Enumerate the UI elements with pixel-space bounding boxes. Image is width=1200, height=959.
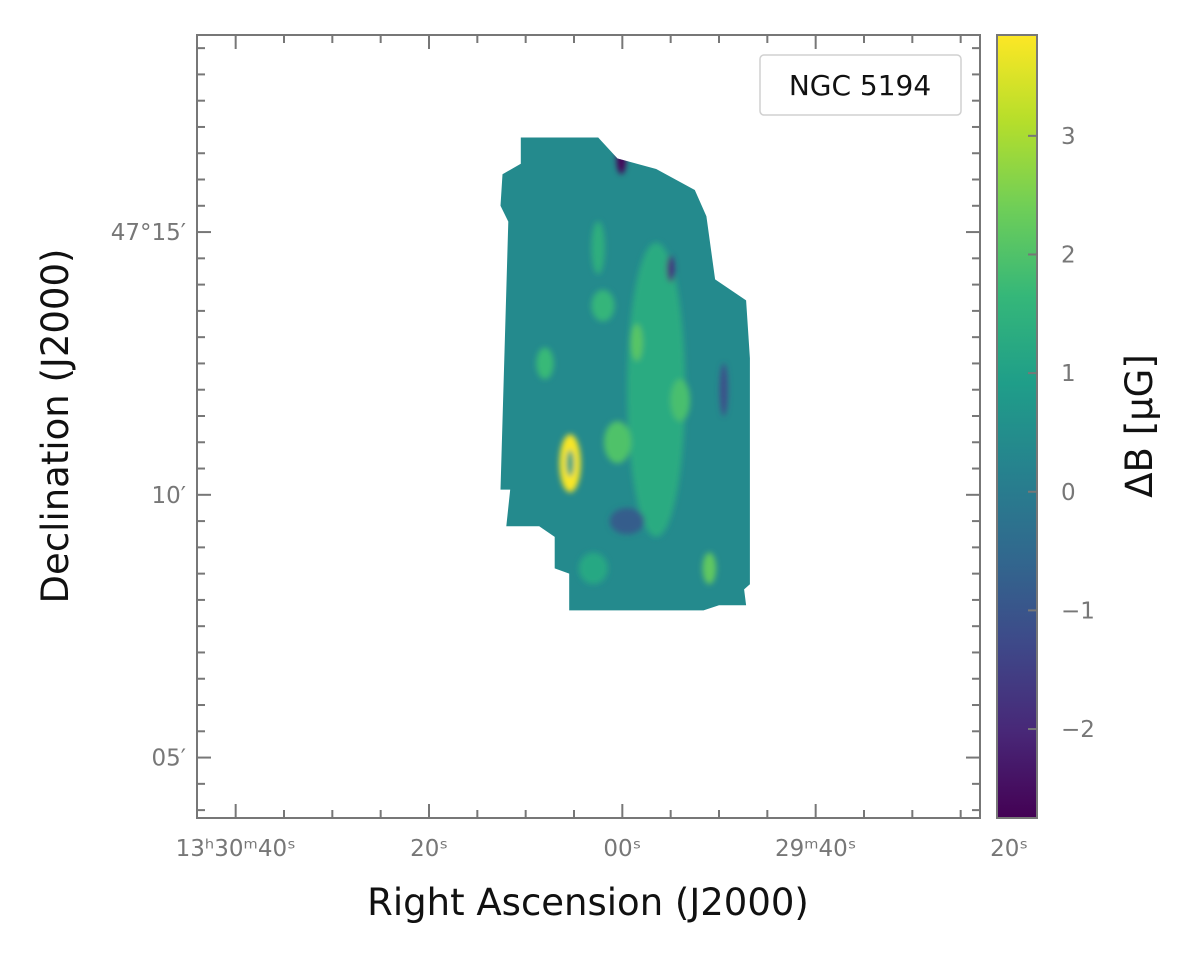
colorbar-ticks: 3 2 1 0 −1 −2 bbox=[1028, 124, 1095, 743]
map-feature bbox=[609, 507, 645, 535]
colorbar-tick-label: 3 bbox=[1061, 124, 1076, 150]
x-tick-label: 13ʰ30ᵐ40ˢ bbox=[176, 836, 296, 862]
colorbar-tick-label: 0 bbox=[1061, 480, 1076, 506]
colorbar-tick-label: 1 bbox=[1061, 361, 1076, 387]
map-feature bbox=[591, 289, 615, 322]
map-feature bbox=[719, 363, 728, 416]
map-background bbox=[500, 137, 750, 611]
x-tick-label: 20ˢ bbox=[410, 836, 448, 862]
map-feature bbox=[666, 255, 675, 282]
colorbar-gradient bbox=[996, 34, 1038, 819]
y-tick-label: 47°15′ bbox=[111, 220, 186, 246]
map-feature bbox=[670, 379, 690, 422]
x-axis-title: Right Ascension (J2000) bbox=[367, 881, 809, 924]
y-tick-label: 05′ bbox=[152, 746, 187, 772]
y-axis-title: Declination (J2000) bbox=[34, 249, 77, 604]
y-tick-labels: 47°15′ 10′ 05′ bbox=[111, 220, 186, 772]
legend-label: NGC 5194 bbox=[789, 69, 931, 102]
x-tick-label: 29ᵐ40ˢ bbox=[775, 836, 856, 862]
colorbar-tick-label: −2 bbox=[1061, 717, 1095, 743]
map-feature bbox=[627, 242, 686, 537]
x-tick-labels: 13ʰ30ᵐ40ˢ 20ˢ 00ˢ 29ᵐ40ˢ 20ˢ bbox=[176, 836, 1028, 862]
x-tick-label: 20ˢ bbox=[990, 836, 1028, 862]
map-feature bbox=[631, 324, 643, 361]
galaxy-map bbox=[500, 137, 750, 611]
y-tick-label: 10′ bbox=[152, 483, 187, 509]
x-tick-label: 00ˢ bbox=[603, 836, 641, 862]
colorbar-tick-label: −1 bbox=[1061, 598, 1095, 624]
map-feature bbox=[702, 552, 717, 585]
frame-ticks bbox=[197, 35, 980, 818]
map-feature bbox=[578, 552, 608, 585]
map-feature bbox=[536, 347, 554, 380]
colorbar: 3 2 1 0 −1 −2 ΔB [μG] bbox=[996, 34, 1161, 819]
plot-frame bbox=[196, 34, 981, 819]
map-feature bbox=[616, 142, 627, 175]
map-feature bbox=[591, 221, 605, 275]
colorbar-tick-label: 2 bbox=[1061, 242, 1076, 268]
map-feature bbox=[603, 421, 632, 464]
legend: NGC 5194 bbox=[759, 54, 962, 116]
legend-box bbox=[759, 54, 962, 116]
map-feature bbox=[566, 450, 575, 477]
colorbar-label: ΔB [μG] bbox=[1118, 354, 1161, 498]
